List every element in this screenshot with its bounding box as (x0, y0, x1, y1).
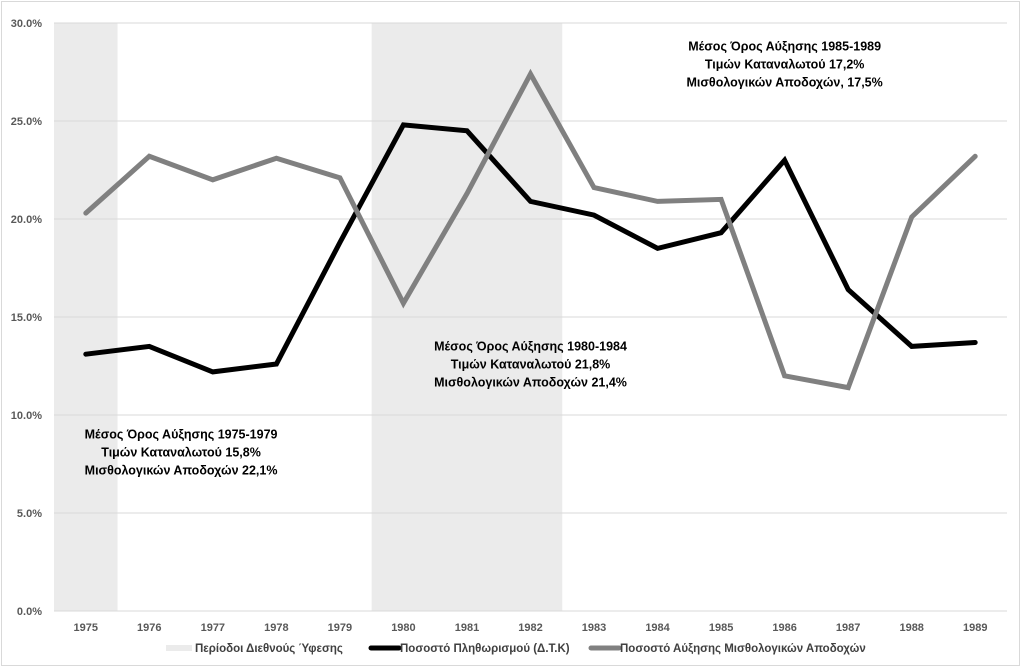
annotations-layer: Μέσος Όρος Αύξησης 1975-1979 Τιμών Κατανα… (85, 39, 883, 477)
x-tick-label: 1988 (899, 622, 923, 634)
y-tick-label: 10.0% (11, 410, 42, 422)
y-tick-label: 20.0% (11, 214, 42, 226)
x-tick-label: 1985 (709, 622, 733, 634)
x-tick-label: 1977 (201, 622, 225, 634)
annotation-1980-1984-line-1: Μέσος Όρος Αύξησης 1980-1984 (434, 339, 627, 353)
annotation-1985-1989-line-3: Μισθολογικών Αποδοχών, 17,5% (687, 75, 883, 89)
x-tick-label: 1978 (264, 622, 288, 634)
annotation-1985-1989-line-2: Τιμών Καταναλωτού 17,2% (705, 57, 865, 71)
x-tick-label: 1983 (582, 622, 606, 634)
x-axis-ticks: 1975 1976 1977 1978 1979 1980 1981 1982 1983 1984… (74, 622, 988, 634)
legend: Περίοδοι Διεθνούς Ύφεσης Ποσοστό Πληθωρισ… (166, 643, 866, 655)
x-tick-label: 1984 (645, 622, 670, 634)
annotation-1980-1984-line-2: Τιμών Καταναλωτού 21,8% (451, 357, 611, 371)
legend-label-inflation: Ποσοστό Πληθωρισμού (Δ.Τ.Κ) (400, 643, 570, 655)
y-axis-ticks: 0.0% 5.0% 10.0% 15.0% 20.0% 25.0% 30.0% (11, 18, 42, 618)
series-layer (83, 68, 978, 391)
y-tick-label: 0.0% (17, 606, 42, 618)
y-tick-label: 30.0% (11, 18, 42, 30)
annotation-1975-1979-line-3: Μισθολογικών Αποδοχών 22,1% (85, 464, 278, 478)
annotation-1980-1984-line-3: Μισθολογικών Αποδοχών 21,4% (434, 375, 627, 389)
legend-swatch-recession (166, 645, 192, 651)
annotation-1975-1979-line-2: Τιμών Καταναλωτού 15,8% (101, 446, 261, 460)
x-tick-label: 1986 (772, 622, 796, 634)
y-tick-label: 5.0% (17, 508, 42, 520)
y-tick-label: 15.0% (11, 312, 42, 324)
x-tick-label: 1980 (391, 622, 415, 634)
annotation-1985-1989-line-1: Μέσος Όρος Αύξησης 1985-1989 (688, 39, 881, 53)
x-tick-label: 1982 (518, 622, 542, 634)
x-tick-label: 1989 (963, 622, 987, 634)
x-tick-label: 1979 (328, 622, 352, 634)
y-tick-label: 25.0% (11, 116, 42, 128)
x-tick-label: 1976 (137, 622, 161, 634)
annotation-1975-1979-line-1: Μέσος Όρος Αύξησης 1975-1979 (85, 428, 278, 442)
x-tick-label: 1975 (74, 622, 98, 634)
gridlines (54, 22, 1007, 612)
x-tick-label: 1981 (455, 622, 479, 634)
legend-label-wages: Ποσοστό Αύξησης Μισθολογικών Αποδοχών (620, 643, 866, 655)
x-tick-label: 1987 (836, 622, 860, 634)
legend-label-recession: Περίοδοι Διεθνούς Ύφεσης (195, 643, 343, 655)
